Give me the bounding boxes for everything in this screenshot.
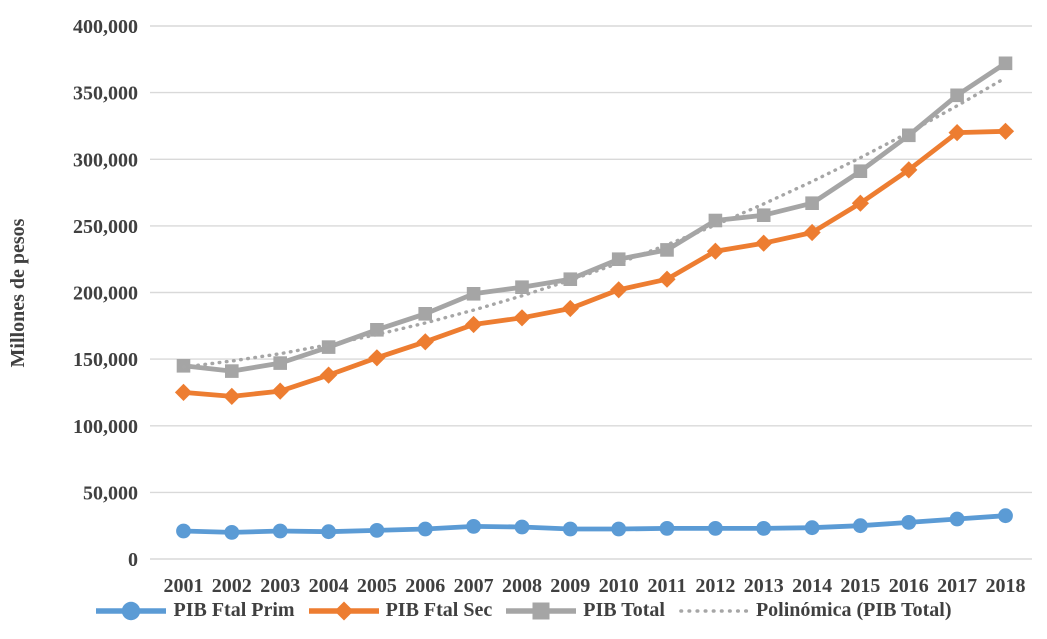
x-tick-label: 2011 [648,575,687,597]
series-polin-mica-pib-total [181,76,1008,369]
legend: PIB Ftal Prim PIB Ftal Sec PIB Total Pol… [0,599,1047,622]
legend-item-pib-ftal-sec: PIB Ftal Sec [308,599,493,622]
legend-item-pib-ftal-prim: PIB Ftal Prim [95,599,295,622]
legend-label-polinomica: Polinómica (PIB Total) [755,599,952,621]
legend-item-pib-total: PIB Total [505,599,665,622]
x-tick-label: 2017 [937,575,977,597]
y-tick-label: 50,000 [83,482,138,504]
x-tick-label: 2009 [550,575,590,597]
x-tick-label: 2005 [357,575,397,597]
x-tick-label: 2006 [405,575,445,597]
legend-label-pib-ftal-prim: PIB Ftal Prim [173,599,295,621]
series-pib-ftal-sec [174,122,1015,405]
x-tick-label: 2004 [309,575,349,597]
x-tick-label: 2012 [695,575,735,597]
x-tick-label: 2014 [792,575,832,597]
line-diamond-marker-icon [308,601,379,620]
legend-label-pib-ftal-sec: PIB Ftal Sec [385,599,493,621]
x-tick-label: 2001 [164,575,204,597]
x-tick-label: 2007 [454,575,494,597]
y-tick-label: 400,000 [73,16,138,38]
dotted-line-marker-icon [679,608,749,613]
series-pib-ftal-prim [176,508,1013,540]
x-tick-label: 2003 [260,575,300,597]
x-tick-label: 2010 [599,575,639,597]
legend-label-pib-total: PIB Total [583,599,665,621]
y-tick-label: 0 [128,549,138,571]
x-tick-label: 2013 [744,575,784,597]
series-pib-total [176,56,1013,378]
y-tick-label: 300,000 [73,149,138,171]
axis-labels-layer: 0 50,000 100,000 150,000 200,000 250,000 300,0… [73,16,1026,597]
gridlines-layer [150,25,1032,560]
x-tick-label: 2002 [212,575,252,597]
y-axis-title: Millones de pesos [7,218,29,367]
y-tick-label: 200,000 [73,283,138,305]
y-tick-label: 100,000 [73,416,138,438]
line-circle-marker-icon [96,601,167,620]
y-tick-label: 250,000 [73,216,138,238]
y-tick-label: 350,000 [73,83,138,105]
legend-item-polinomica: Polinómica (PIB Total) [678,599,952,622]
line-square-marker-icon [506,602,577,619]
x-tick-label: 2008 [502,575,542,597]
x-tick-label: 2016 [889,575,929,597]
x-tick-label: 2015 [840,575,880,597]
series-layer [174,56,1015,540]
y-tick-label: 150,000 [73,349,138,371]
x-tick-label: 2018 [986,575,1026,597]
